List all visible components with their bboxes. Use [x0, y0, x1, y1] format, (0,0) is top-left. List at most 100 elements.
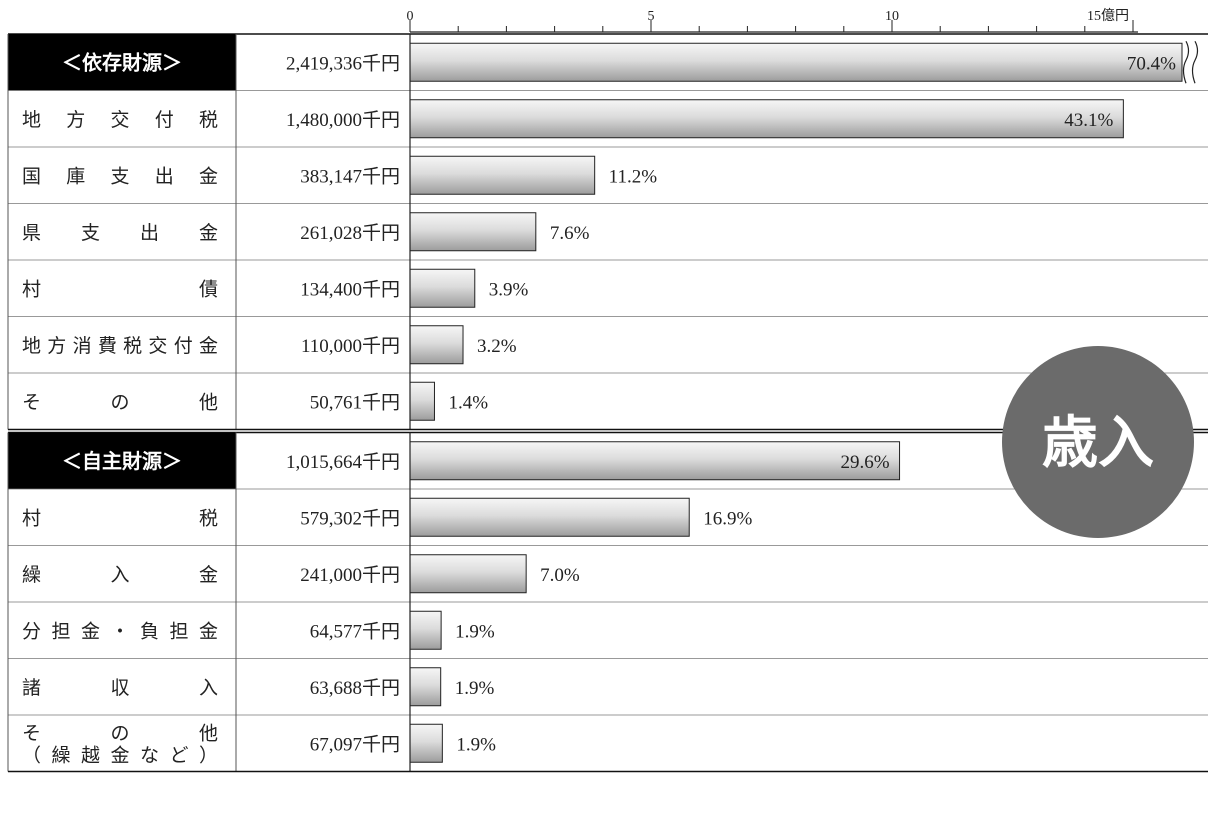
row-label: 村税: [22, 507, 218, 529]
row-amount: 2,419,336千円: [286, 52, 400, 74]
row-amount: 134,400千円: [300, 278, 400, 300]
bar-percent-label: 1.4%: [448, 392, 488, 413]
amount-unit: 千円: [362, 391, 400, 413]
group-header-row: ＜依存財源＞ 2,419,336千円 70.4%: [8, 34, 1208, 91]
bar-percent-label: 1.9%: [455, 678, 495, 699]
row-amount: 1,015,664千円: [286, 451, 400, 473]
amount-unit: 千円: [362, 52, 400, 74]
table-row: 繰入金 241,000千円 7.0%: [8, 554, 1208, 603]
amount-value: 383,147: [300, 166, 362, 187]
table-row: 国庫支出金 383,147千円 11.2%: [8, 155, 1208, 204]
table-row: その他（繰越金など） 67,097千円 1.9%: [8, 722, 1208, 772]
bar: [409, 325, 464, 365]
bar-percent-label: 43.1%: [1064, 110, 1113, 131]
bar-percent-label: 1.9%: [455, 621, 495, 642]
amount-value: 1,015,664: [286, 452, 363, 473]
row-amount: 50,761千円: [310, 391, 400, 413]
bar: [409, 441, 901, 481]
bar: [409, 42, 1183, 82]
table-row: 地方消費税交付金 110,000千円 3.2%: [8, 325, 1208, 374]
bar: [409, 667, 442, 707]
row-amount: 1,480,000千円: [286, 109, 400, 131]
table-row: 村債 134,400千円 3.9%: [8, 268, 1208, 317]
amount-unit: 千円: [362, 165, 400, 187]
bar-percent-label: 3.2%: [477, 336, 517, 357]
x-tick-label: 5: [648, 9, 655, 24]
row-amount: 241,000千円: [300, 564, 400, 586]
revenue-badge: 歳入: [1002, 346, 1194, 538]
amount-value: 67,097: [310, 734, 362, 755]
row-label: 分担金・負担金: [22, 620, 218, 642]
bar: [409, 610, 442, 650]
row-sublabel: （繰越金など）: [22, 744, 218, 766]
table-row: 諸収入 63,688千円 1.9%: [8, 667, 1208, 716]
group-label-cell: [8, 432, 236, 489]
bar: [409, 381, 435, 421]
row-label: 地方交付税: [22, 109, 218, 131]
bar-percent-label: 7.6%: [550, 223, 590, 244]
amount-unit: 千円: [362, 507, 400, 529]
row-label: 地方消費税交付金: [22, 335, 218, 357]
badge-text: 歳入: [1042, 411, 1154, 476]
x-tick-label: 0: [407, 9, 414, 24]
bar: [409, 268, 476, 308]
amount-value: 2,419,336: [286, 53, 362, 74]
amount-value: 241,000: [300, 565, 362, 586]
amount-unit: 千円: [362, 278, 400, 300]
bar: [409, 212, 537, 252]
row-label: 諸収入: [22, 677, 218, 699]
group-label: ＜依存財源＞: [62, 50, 182, 74]
amount-unit: 千円: [362, 733, 400, 755]
table-row: 分担金・負担金 64,577千円 1.9%: [8, 610, 1208, 659]
row-amount: 261,028千円: [300, 222, 400, 244]
bar-percent-label: 16.9%: [703, 508, 752, 529]
bar-percent-label: 70.4%: [1127, 53, 1176, 74]
bar-percent-label: 3.9%: [489, 279, 529, 300]
row-amount: 67,097千円: [310, 733, 400, 755]
amount-value: 579,302: [300, 508, 362, 529]
row-amount: 63,688千円: [310, 677, 400, 699]
row-label: 村債: [22, 278, 218, 300]
bar: [409, 497, 690, 537]
row-label: その他: [22, 722, 218, 744]
row-amount: 383,147千円: [300, 165, 400, 187]
amount-unit: 千円: [362, 109, 400, 131]
amount-value: 63,688: [310, 678, 362, 699]
amount-unit: 千円: [362, 335, 400, 357]
amount-unit: 千円: [362, 451, 400, 473]
amount-value: 64,577: [310, 621, 362, 642]
amount-value: 110,000: [301, 336, 362, 357]
bar-percent-label: 1.9%: [456, 734, 496, 755]
amount-value: 1,480,000: [286, 110, 362, 131]
row-amount: 64,577千円: [310, 620, 400, 642]
bar-percent-label: 7.0%: [540, 565, 580, 586]
x-tick-label: 10: [885, 9, 899, 24]
row-label: その他: [22, 391, 218, 413]
row-label: 繰入金: [22, 564, 218, 586]
axis-break-mark: [1182, 40, 1190, 84]
bar: [409, 99, 1124, 139]
group-label-cell: [8, 34, 236, 91]
bar: [409, 723, 443, 763]
x-axis: 0 5 10 15億円: [407, 8, 1138, 33]
row-label: 県支出金: [22, 222, 218, 244]
amount-unit: 千円: [362, 222, 400, 244]
group-label: ＜自主財源＞: [62, 449, 182, 473]
amount-unit: 千円: [362, 677, 400, 699]
amount-unit: 千円: [362, 564, 400, 586]
amount-unit: 千円: [362, 620, 400, 642]
bar: [409, 155, 596, 195]
bar-percent-label: 11.2%: [609, 166, 658, 187]
axis-break-mark: [1191, 40, 1199, 84]
bar-percent-label: 29.6%: [840, 452, 889, 473]
x-tick-label: 15億円: [1087, 8, 1129, 24]
row-amount: 579,302千円: [300, 507, 400, 529]
table-row: 県支出金 261,028千円 7.6%: [8, 212, 1208, 261]
table-row: 地方交付税 1,480,000千円 43.1%: [8, 99, 1208, 148]
group-header-row: ＜自主財源＞ 1,015,664千円 29.6%: [8, 432, 1208, 490]
table-rows: ＜依存財源＞ 2,419,336千円 70.4%地方交付税 1,480,000千円 43…: [7, 33, 1208, 773]
bar: [409, 554, 527, 594]
badge-circle: [1002, 346, 1194, 538]
row-label: 国庫支出金: [22, 165, 218, 187]
